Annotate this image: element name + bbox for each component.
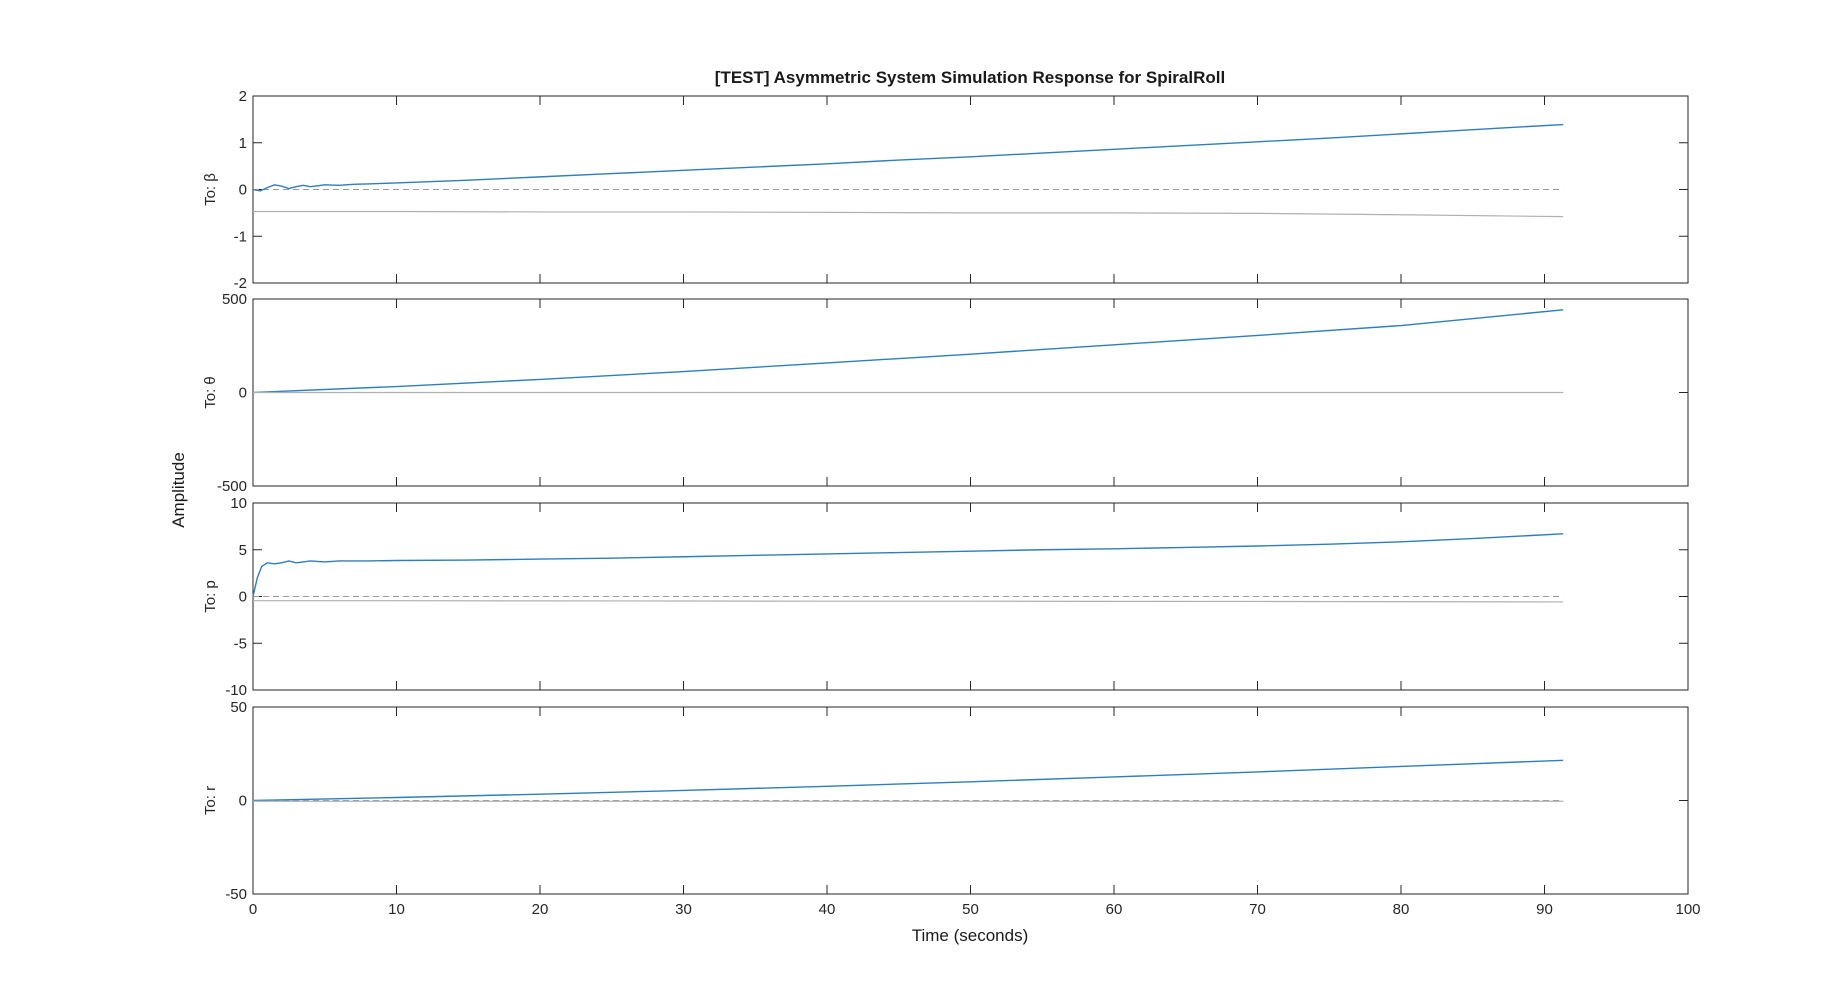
series-reference-3 <box>253 600 1564 603</box>
y-tick-label-3-1: -5 <box>234 635 247 652</box>
y-tick-label-1-2: 0 <box>239 182 247 199</box>
x-tick-label-4: 40 <box>819 901 836 918</box>
x-tick-label-10: 100 <box>1675 901 1700 918</box>
y-axis-label: Amplitude <box>169 452 188 528</box>
chart-title: [TEST] Asymmetric System Simulation Resp… <box>715 68 1225 87</box>
subplot-3: -10 -5 0 5 10 To: p <box>202 495 1689 699</box>
x-tick-label-2: 20 <box>532 901 549 918</box>
series-reference-1 <box>253 210 1564 218</box>
series-response-4 <box>252 759 1564 802</box>
series-response-2 <box>252 309 1564 394</box>
x-tick-label-5: 50 <box>962 901 979 918</box>
y-tick-label-2-0: -500 <box>217 478 247 495</box>
y-tick-label-4-2: 50 <box>230 699 247 716</box>
y-tick-label-3-4: 10 <box>230 495 247 512</box>
x-axis-label: Time (seconds) <box>912 926 1029 945</box>
panel-label-2: To: θ <box>202 376 219 409</box>
y-tick-label-4-1: 0 <box>239 793 247 810</box>
subplot-4: -50 0 50 To: r <box>202 699 1689 903</box>
y-tick-label-3-2: 0 <box>239 589 247 606</box>
y-tick-label-2-2: 500 <box>222 291 247 308</box>
subplot-1: -2 -1 0 1 2 To: β <box>202 88 1689 292</box>
y-tick-label-1-0: -2 <box>234 275 247 292</box>
x-tick-label-1: 10 <box>388 901 405 918</box>
y-tick-label-3-3: 5 <box>239 542 247 559</box>
y-tick-label-1-4: 2 <box>239 88 247 105</box>
series-response-1 <box>252 123 1564 192</box>
x-tick-label-7: 70 <box>1249 901 1266 918</box>
panel-label-4: To: r <box>202 786 219 815</box>
panel-label-3: To: p <box>202 580 219 613</box>
y-tick-label-2-1: 0 <box>239 385 247 402</box>
y-tick-label-1-1: -1 <box>234 228 247 245</box>
x-tick-label-6: 60 <box>1106 901 1123 918</box>
panel-label-1: To: β <box>202 173 219 206</box>
y-tick-label-4-0: -50 <box>225 886 247 903</box>
y-tick-label-3-0: -10 <box>225 682 247 699</box>
x-tick-label-0: 0 <box>249 901 257 918</box>
x-tick-label-9: 90 <box>1536 901 1553 918</box>
subplot-2: -500 0 500 To: θ <box>202 291 1689 495</box>
x-tick-label-8: 80 <box>1393 901 1410 918</box>
series-response-3 <box>252 533 1564 597</box>
x-tick-label-3: 30 <box>675 901 692 918</box>
y-tick-label-1-3: 1 <box>239 135 247 152</box>
